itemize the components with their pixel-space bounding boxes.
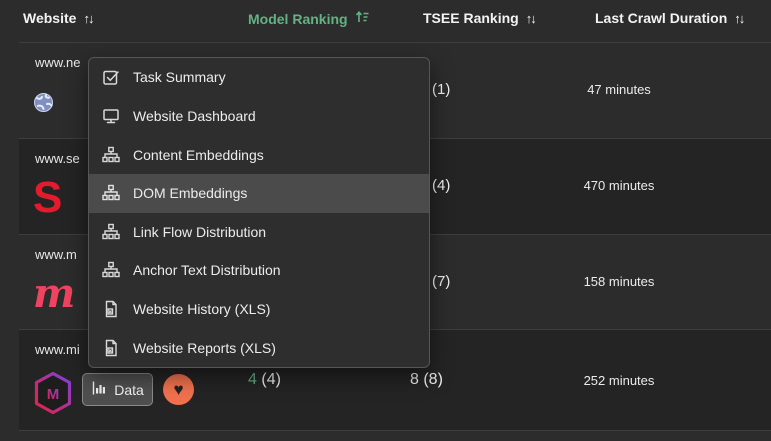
file-xls-icon: [102, 300, 120, 318]
menu-item-content-embeddings[interactable]: Content Embeddings: [89, 135, 429, 174]
sitemap-icon: [102, 223, 120, 241]
menu-item-website-history-xls[interactable]: Website History (XLS): [89, 290, 429, 329]
task-summary-icon: [102, 68, 120, 86]
bar-chart-icon: [91, 380, 107, 399]
sort-both-icon: ↑↓: [525, 10, 537, 26]
last-crawl-duration-value: 47 minutes: [587, 82, 651, 97]
tsee-ranking-value: (1): [432, 81, 451, 98]
menu-item-label: Content Embeddings: [133, 146, 264, 163]
column-header-last-crawl-duration-label: Last Crawl Duration: [595, 10, 728, 26]
menu-item-label: Anchor Text Distribution: [133, 262, 281, 279]
last-crawl-duration-value: 252 minutes: [583, 373, 655, 388]
letter-m-logo: m: [33, 265, 89, 323]
heart-icon: ♥: [173, 379, 184, 399]
last-crawl-duration-value: 158 minutes: [583, 274, 655, 289]
menu-item-website-reports-xls[interactable]: Website Reports (XLS): [89, 328, 429, 367]
menu-item-label: Website Dashboard: [133, 107, 256, 124]
model-rank-paren: (4): [261, 371, 281, 388]
model-ranking-value: 4 (4): [248, 371, 281, 389]
website-url: www.mi: [35, 342, 80, 357]
menu-item-link-flow-distribution[interactable]: Link Flow Distribution: [89, 213, 429, 252]
favorite-button[interactable]: ♥: [163, 374, 194, 405]
column-header-last-crawl-duration[interactable]: Last Crawl Duration ↑↓: [595, 10, 745, 26]
last-crawl-duration-value: 470 minutes: [583, 178, 655, 193]
letter-s-logo-text: S: [33, 173, 63, 222]
svg-text:M: M: [47, 386, 60, 403]
column-header-model-ranking[interactable]: Model Ranking: [248, 10, 370, 27]
column-header-website[interactable]: Website ↑↓: [23, 10, 94, 26]
letter-m-logo-text: m: [33, 270, 76, 317]
menu-item-task-summary[interactable]: Task Summary: [89, 58, 429, 97]
menu-item-label: Task Summary: [133, 69, 226, 86]
sort-both-icon: ↑↓: [734, 10, 745, 26]
menu-item-label: Website History (XLS): [133, 301, 271, 318]
column-header-tsee-ranking-label: TSEE Ranking: [423, 10, 519, 26]
file-xls-icon: [102, 339, 120, 357]
monitor-icon: [102, 107, 120, 125]
row-divider: [19, 430, 771, 431]
menu-item-label: DOM Embeddings: [133, 185, 248, 202]
menu-item-label: Link Flow Distribution: [133, 223, 267, 240]
menu-item-dom-embeddings[interactable]: DOM Embeddings: [89, 173, 429, 213]
menu-item-label: Website Reports (XLS): [133, 339, 276, 356]
letter-s-logo: S: [33, 169, 89, 227]
sitemap-icon: [102, 184, 120, 202]
sitemap-icon: [102, 146, 120, 164]
sort-ascending-icon: [355, 10, 370, 27]
column-header-tsee-ranking[interactable]: TSEE Ranking ↑↓: [423, 10, 537, 26]
website-url: www.ne: [35, 55, 81, 70]
sort-both-icon: ↑↓: [83, 10, 94, 26]
tsee-ranking-value: (7): [432, 273, 451, 290]
context-menu: Task Summary Website Dashboard Content E…: [88, 57, 430, 368]
table-row[interactable]: www.m m (7) 158 minutes: [19, 235, 771, 330]
sitemap-icon: [102, 261, 120, 279]
column-header-website-label: Website: [23, 10, 77, 26]
tsee-ranking-value: 8 (8): [410, 371, 443, 388]
model-rank-number: 4: [248, 371, 257, 388]
header-divider: [19, 42, 771, 43]
globe-icon: [33, 73, 89, 131]
data-button-label: Data: [114, 381, 144, 398]
website-url: www.se: [35, 151, 80, 166]
menu-item-website-dashboard[interactable]: Website Dashboard: [89, 97, 429, 136]
hexagon-m-logo: M: [33, 364, 89, 422]
menu-item-anchor-text-distribution[interactable]: Anchor Text Distribution: [89, 251, 429, 290]
table-row[interactable]: www.ne (1) 47 minutes: [19, 43, 771, 138]
data-button[interactable]: Data: [82, 373, 153, 406]
tsee-ranking-value: (4): [432, 177, 451, 194]
column-header-model-ranking-label: Model Ranking: [248, 10, 348, 27]
website-url: www.m: [35, 247, 77, 262]
